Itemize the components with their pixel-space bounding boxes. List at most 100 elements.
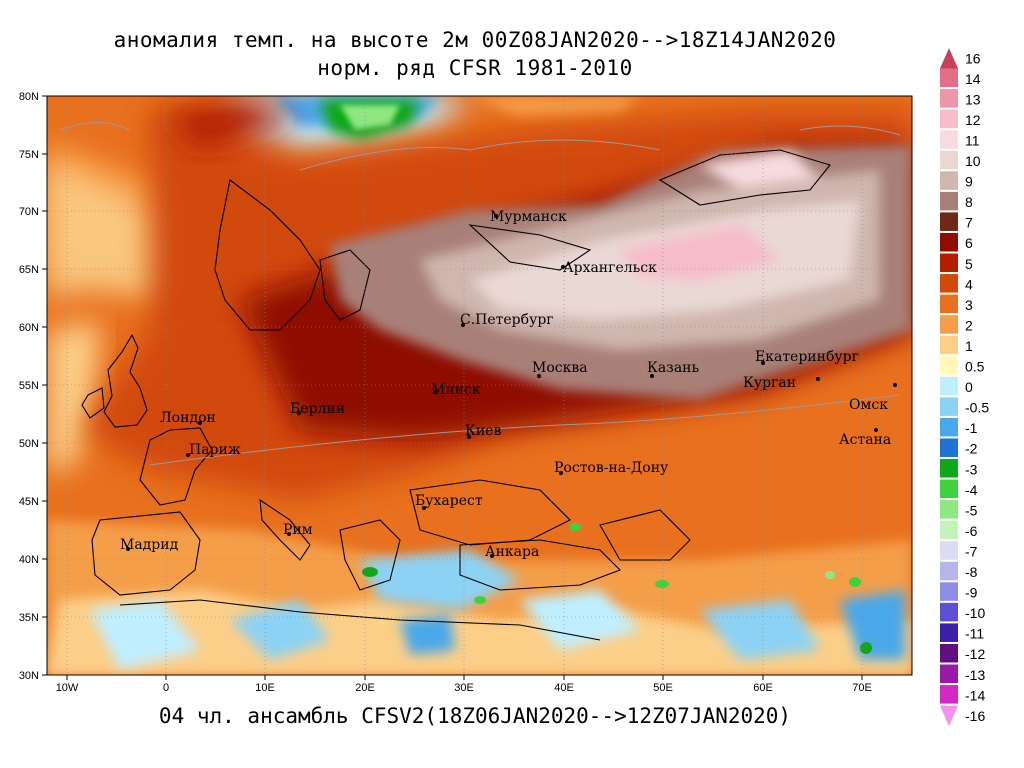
legend-label: 12 — [965, 112, 981, 128]
legend-swatch — [940, 253, 958, 273]
legend-label: -6 — [965, 523, 978, 539]
legend-swatch — [940, 315, 958, 334]
legend-swatch — [940, 274, 958, 293]
legend-label: 1 — [965, 338, 973, 354]
legend-swatch — [940, 356, 958, 375]
lon-tick-label: 0 — [163, 682, 169, 694]
legend-swatch — [940, 459, 958, 478]
city-label-madrid: Мадрид — [120, 537, 179, 553]
legend-label: 7 — [965, 215, 973, 231]
legend-label: -7 — [965, 543, 978, 559]
legend-label: 2 — [965, 317, 973, 333]
legend-label: -5 — [965, 502, 978, 518]
legend-swatch — [940, 294, 958, 314]
city-label-rostov: Ростов-на-Дону — [554, 460, 669, 476]
lon-tick-label: 40E — [554, 682, 574, 694]
legend-swatch — [940, 232, 958, 252]
lat-tick-label: 75N — [19, 149, 39, 161]
lat-tick-label: 70N — [19, 206, 39, 218]
map-title-line-2: норм. ряд CFSR 1981-2010 — [317, 56, 633, 80]
legend-label: -4 — [965, 482, 978, 498]
legend-swatch — [940, 150, 958, 170]
coastlines — [81, 149, 831, 641]
legend-swatch — [940, 68, 958, 88]
lat-tick-label: 65N — [19, 264, 39, 276]
legend-swatch — [940, 685, 958, 704]
city-label-astana: Астана — [839, 432, 891, 448]
lon-tick-label: 10W — [56, 682, 79, 694]
city-markers — [126, 214, 897, 558]
legend-label: -1 — [965, 420, 978, 436]
legend-label: 14 — [965, 71, 981, 87]
legend-swatch — [940, 109, 958, 129]
lon-tick-label: 70E — [852, 682, 872, 694]
city-label-minsk: Минск — [431, 382, 481, 398]
legend-swatch — [940, 48, 958, 69]
tick-marks — [42, 95, 863, 680]
lat-tick-label: 50N — [19, 438, 39, 450]
legend-label: -9 — [965, 585, 978, 601]
graticule — [47, 96, 912, 675]
legend-label: -2 — [965, 441, 978, 457]
legend-swatch — [940, 643, 958, 663]
lat-tick-label: 35N — [19, 612, 39, 624]
city-label-ankara: Анкара — [485, 544, 539, 560]
legend-swatch — [940, 212, 958, 231]
legend-swatch — [940, 376, 958, 396]
city-label-arkhangelsk: Архангельск — [563, 260, 657, 276]
city-label-bucharest: Бухарест — [415, 493, 483, 509]
lon-tick-label: 10E — [255, 682, 275, 694]
city-label-kurgan: Курган — [743, 375, 796, 391]
city-label-st-petersburg: С.Петербург — [460, 312, 554, 328]
legend-label: -14 — [965, 687, 985, 703]
legend-label: -10 — [965, 605, 985, 621]
city-label-rome: Рим — [283, 522, 313, 538]
city-label-berlin: Берлин — [290, 401, 345, 417]
city-label-murmansk: Мурманск — [490, 209, 567, 225]
legend-swatch — [940, 664, 958, 684]
legend-swatch — [940, 89, 958, 108]
legend-label: 10 — [965, 153, 981, 169]
legend-label: 13 — [965, 91, 981, 107]
legend-swatch — [940, 623, 958, 642]
longitude-labels: 10W 0 10E 20E 30E 40E 50E 60E 70E — [56, 682, 872, 694]
city-label-kiev: Киев — [465, 423, 501, 439]
legend-swatch — [940, 705, 958, 727]
legend-swatch — [940, 500, 958, 519]
legend-label: 6 — [965, 235, 973, 251]
city-label-ekaterinburg: Екатеринбург — [755, 349, 859, 365]
city-label-moscow: Москва — [532, 360, 588, 376]
lat-tick-label: 60N — [19, 322, 39, 334]
legend-swatch — [940, 438, 958, 457]
legend-swatch — [940, 171, 958, 190]
legend-label: 3 — [965, 297, 973, 313]
city-label-omsk: Омск — [849, 397, 888, 413]
legend-label: -12 — [965, 646, 985, 662]
lon-tick-label: 50E — [653, 682, 673, 694]
legend-label: 4 — [965, 276, 973, 292]
lon-tick-label: 30E — [454, 682, 474, 694]
legend-swatch — [940, 130, 958, 149]
legend-label: 9 — [965, 174, 973, 190]
legend-swatch — [940, 417, 958, 437]
legend-label: -3 — [965, 461, 978, 477]
legend-label: -11 — [965, 626, 984, 642]
legend-label: -0.5 — [965, 400, 989, 416]
lat-tick-label: 80N — [19, 91, 39, 103]
map-title-line-1: аномалия темп. на высоте 2м 00Z08JAN2020… — [113, 28, 837, 52]
lat-tick-label: 45N — [19, 496, 39, 508]
legend-label: 0 — [965, 379, 973, 395]
city-labels: Мурманск Архангельск С.Петербург Москва … — [120, 209, 891, 560]
legend-label: 5 — [965, 256, 973, 272]
city-label-kazan: Казань — [647, 360, 699, 376]
lat-tick-label: 40N — [19, 554, 39, 566]
legend-label: 8 — [965, 194, 973, 210]
legend-swatch — [940, 335, 958, 355]
legend-swatch — [940, 602, 958, 622]
lat-tick-label: 55N — [19, 380, 39, 392]
legend-label: 16 — [965, 50, 981, 66]
legend-label: 0.5 — [965, 359, 985, 375]
lat-tick-label: 30N — [19, 670, 39, 682]
legend-label: -8 — [965, 564, 978, 580]
